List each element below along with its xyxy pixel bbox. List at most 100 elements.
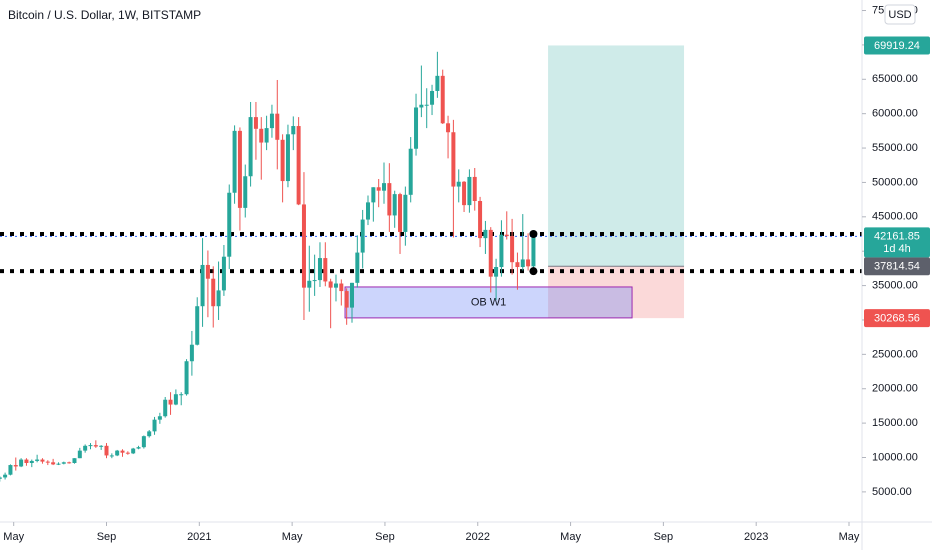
candle-body (205, 264, 210, 279)
level-anchor (529, 267, 538, 276)
candle-body (45, 461, 50, 463)
candle-body (141, 436, 146, 448)
x-tick-label: May (560, 531, 581, 543)
x-tick-label: May (282, 531, 303, 543)
y-tick-label: 35000.00 (872, 279, 918, 291)
candle-body (301, 204, 306, 288)
candle-body (115, 450, 120, 456)
candle-body (382, 183, 387, 191)
candle-body (339, 283, 344, 292)
candle-body (366, 202, 371, 220)
candle-body (333, 283, 338, 288)
candle-body (237, 130, 242, 208)
entry-label-box (864, 257, 930, 276)
candle-body (221, 256, 226, 291)
axes: 5000.00 10000.00 15000.00 20000.00 25000.00 3… (3, 4, 930, 543)
candle-body (403, 194, 408, 232)
candle-body (467, 176, 472, 206)
x-tick-label: Sep (375, 531, 395, 543)
candle-body (56, 463, 61, 465)
x-tick-label: Sep (97, 531, 117, 543)
candle-body (296, 126, 301, 205)
candle-body (253, 117, 258, 129)
candle-body (125, 452, 130, 454)
candle-body (355, 252, 360, 283)
stop-loss-label: 30268.56 (874, 313, 920, 325)
candle-body (531, 236, 536, 267)
candle-body (499, 234, 504, 268)
candle-body (248, 117, 253, 177)
entry-label: 37814.54 (874, 261, 920, 273)
chart-title: Bitcoin / U.S. Dollar, 1W, BITSTAMP (8, 8, 201, 22)
candle-body (83, 445, 88, 451)
candle-body (387, 183, 392, 216)
stop-loss-label-box (864, 309, 930, 328)
candle-body (147, 431, 152, 437)
candle-body (312, 280, 317, 282)
x-tick-label: May (3, 531, 24, 543)
y-tick-label: 10000.00 (872, 451, 918, 463)
last-price-label: 42161.85 (874, 231, 920, 243)
stop-loss-zone (548, 266, 685, 319)
candle-body (462, 181, 467, 206)
candle-body (51, 462, 56, 465)
candle-body (232, 130, 237, 193)
candle-body (259, 128, 264, 143)
candle-body (451, 132, 456, 187)
candle-body (168, 399, 173, 405)
candle-body (104, 445, 109, 456)
candle-body (446, 123, 451, 133)
candle-body (424, 104, 429, 106)
candle-body (152, 419, 157, 432)
candle-body (67, 462, 72, 464)
candle-body (131, 448, 136, 454)
y-tick-label: 55000.00 (872, 142, 918, 154)
candle-body (120, 450, 125, 453)
candle-body (200, 264, 205, 307)
candle-body (157, 416, 162, 420)
x-tick-label: 2021 (187, 531, 211, 543)
take-profit-zone (548, 45, 685, 267)
candle-body (515, 262, 520, 268)
y-tick-label: 15000.00 (872, 417, 918, 429)
x-tick-label: May (839, 531, 860, 543)
y-tick-label: 25000.00 (872, 348, 918, 360)
candle-body (419, 104, 424, 108)
currency-button[interactable] (884, 4, 916, 25)
y-tick-label: 5000.00 (872, 486, 912, 498)
candle-body (35, 459, 40, 461)
candle-body (243, 176, 248, 208)
candle-body (3, 474, 8, 478)
candle-body (61, 462, 66, 464)
candle-body (29, 460, 34, 463)
candle-body (349, 282, 354, 308)
candle-body (24, 459, 29, 463)
candle-body (269, 113, 274, 129)
x-tick-label: 2022 (466, 531, 490, 543)
order-block-label: OB W1 (471, 296, 506, 308)
candle-body (19, 459, 24, 467)
candle-body (8, 465, 13, 475)
candle-body (72, 458, 77, 463)
candle-body (504, 234, 509, 237)
x-tick-label: 2023 (744, 531, 768, 543)
candle-body (483, 229, 488, 239)
currency-label[interactable]: USD (888, 9, 911, 21)
candle-body (77, 450, 82, 459)
candle-body (323, 258, 328, 282)
candle-body (109, 455, 114, 457)
candle-body (136, 447, 141, 449)
candle-body (291, 126, 296, 135)
candle-body (280, 139, 285, 182)
candle-body (344, 291, 349, 308)
y-tick-label: 60000.00 (872, 108, 918, 120)
candle-body (526, 259, 531, 267)
last-price-box (864, 227, 930, 258)
candle-body (264, 128, 269, 143)
candle-body (456, 181, 461, 187)
plot-area: OB W1 (0, 45, 862, 482)
candle-body (216, 290, 221, 307)
candle-body (328, 281, 333, 288)
